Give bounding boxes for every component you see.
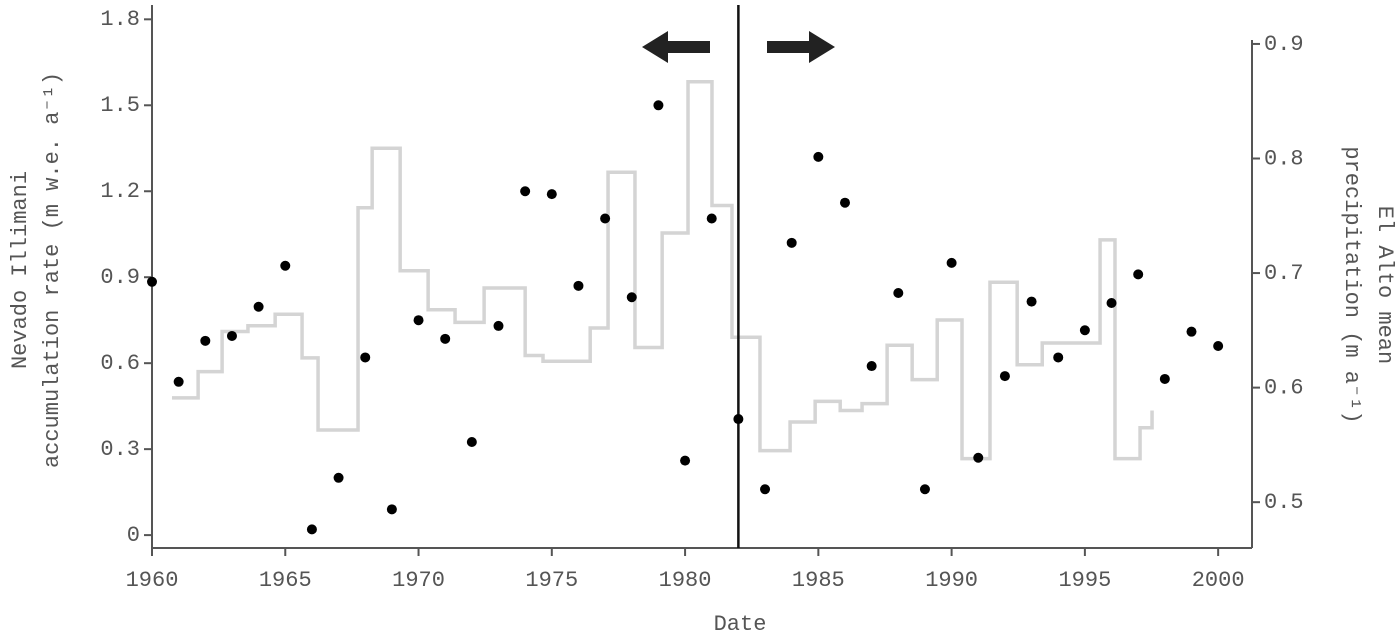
x-tick-label: 1970: [392, 568, 445, 593]
point: [680, 455, 691, 466]
point: [1026, 296, 1037, 307]
point: [893, 287, 904, 298]
x-axis-label: Date: [714, 612, 767, 635]
point: [333, 472, 344, 483]
point: [866, 361, 877, 372]
point: [1213, 340, 1224, 351]
x-tick-label: 1980: [659, 568, 712, 593]
point: [413, 315, 424, 326]
point: [1079, 325, 1090, 336]
point: [1186, 326, 1197, 337]
x-tick-label: 2000: [1192, 568, 1245, 593]
point: [573, 280, 584, 291]
point: [626, 292, 637, 303]
point: [1133, 269, 1144, 280]
y2-tick-label: 0.7: [1264, 261, 1304, 286]
point: [1053, 352, 1064, 363]
y-tick-label: 0: [127, 523, 140, 548]
y-tick-label: 1.5: [100, 93, 140, 118]
arrow-left: [642, 31, 710, 63]
arrow-right: [767, 31, 835, 63]
point: [786, 237, 797, 248]
y2-axis-label: El Alto mean: [1372, 206, 1397, 364]
x-tick-label: 1990: [925, 568, 978, 593]
point: [360, 352, 371, 363]
point: [760, 484, 771, 495]
y-axis-label: accumulation rate (m w.e. a⁻¹): [40, 72, 65, 468]
y2-tick-label: 0.9: [1264, 32, 1304, 57]
y-tick-label: 0.9: [100, 265, 140, 290]
y2-tick-label: 0.8: [1264, 146, 1304, 171]
point: [653, 100, 664, 111]
point: [306, 524, 317, 535]
y-tick-label: 0.3: [100, 437, 140, 462]
y2-tick-label: 0.6: [1264, 375, 1304, 400]
point: [946, 257, 957, 268]
point: [1159, 373, 1170, 384]
point: [280, 260, 291, 271]
x-tick-label: 1965: [259, 568, 312, 593]
x-tick-label: 1960: [126, 568, 179, 593]
point: [1106, 298, 1117, 309]
step-line: [171, 80, 1154, 461]
point: [226, 330, 237, 341]
point: [200, 335, 211, 346]
y-tick-label: 1.2: [100, 179, 140, 204]
point: [973, 452, 984, 463]
point: [173, 376, 184, 387]
point: [440, 333, 451, 344]
point: [493, 320, 504, 331]
point: [253, 301, 264, 312]
y-tick-label: 0.6: [100, 351, 140, 376]
point: [520, 186, 531, 197]
point: [147, 276, 157, 287]
y2-axis-label: precipitation (m a⁻¹): [1339, 146, 1364, 423]
point: [813, 151, 824, 162]
point: [839, 197, 850, 208]
point: [706, 213, 717, 224]
point: [919, 484, 930, 495]
point: [546, 189, 557, 200]
point: [600, 213, 611, 224]
point: [386, 504, 397, 515]
y-axis-label: Nevado Illimani: [8, 171, 33, 369]
x-tick-label: 1985: [792, 568, 845, 593]
point: [999, 371, 1010, 382]
x-tick-label: 1975: [525, 568, 578, 593]
point: [466, 436, 477, 447]
y-tick-label: 1.8: [100, 7, 140, 32]
point: [733, 414, 744, 425]
x-tick-label: 1995: [1058, 568, 1111, 593]
y2-tick-label: 0.5: [1264, 490, 1304, 515]
